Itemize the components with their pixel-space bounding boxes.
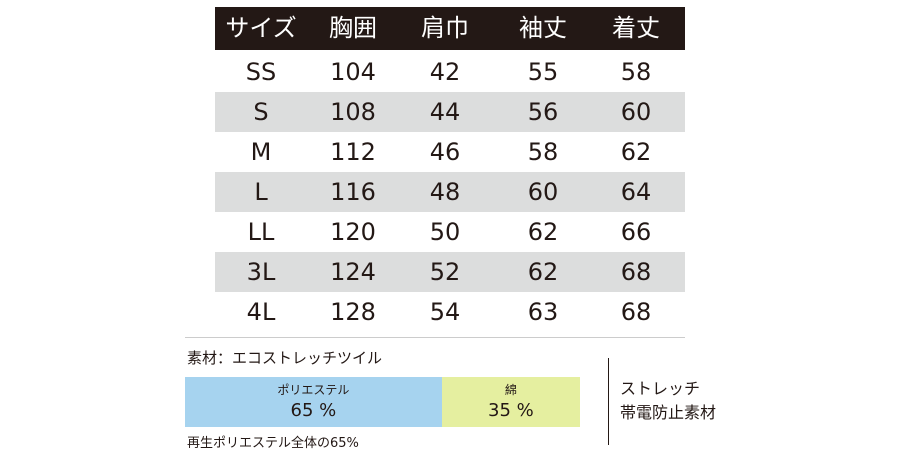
table-cell: 48 (429, 178, 461, 206)
table-cell: 58 (527, 138, 559, 166)
table-cell: 56 (527, 98, 559, 126)
table-cell: 54 (429, 298, 461, 326)
feature: 帯電防止素材 (620, 403, 717, 422)
material-percent: 35 % (488, 400, 534, 421)
material-percent: 65 % (290, 400, 337, 421)
table-bottom-line (185, 337, 685, 338)
divider (608, 358, 609, 445)
table-row: LL 120 50 62 66 (215, 212, 685, 252)
header-row: サイズ 胸囲 肩巾 袖丈 着丈 (215, 7, 685, 50)
material-title: 素材：エコストレッチツイル (187, 349, 383, 367)
table-cell: 44 (429, 98, 461, 126)
table-cell: 42 (429, 58, 461, 86)
table-cell: 62 (527, 218, 559, 246)
table-cell: 52 (429, 258, 461, 286)
header-cell: 着丈 (612, 14, 660, 42)
table-row: S 108 44 56 60 (215, 92, 685, 132)
table-cell: 68 (620, 298, 652, 326)
header-cell: 袖丈 (519, 14, 567, 42)
table-cell: 66 (620, 218, 652, 246)
table-row: M 112 46 58 62 (215, 132, 685, 172)
table-cell: 63 (527, 298, 559, 326)
table-cell: 50 (429, 218, 461, 246)
table-cell: 62 (620, 138, 652, 166)
table-row: 3L 124 52 62 68 (215, 252, 685, 292)
table-cell: L (254, 178, 268, 206)
table-cell: 58 (620, 58, 652, 86)
table-cell: LL (247, 218, 275, 246)
table-cell: 128 (330, 298, 376, 326)
table-cell: 64 (620, 178, 652, 206)
table-row: 4L 128 54 63 68 (215, 292, 685, 332)
material-segment: 綿 35 % (441, 377, 580, 427)
feature: ストレッチ (620, 379, 701, 398)
table-cell: 108 (330, 98, 376, 126)
header-cell: 肩巾 (421, 14, 469, 42)
material-segment: ポリエステル 65 % (185, 377, 442, 427)
table-cell: 60 (527, 178, 559, 206)
table-cell: 120 (330, 218, 376, 246)
features: ストレッチ 帯電防止素材 (620, 377, 716, 425)
table-cell: 124 (330, 258, 376, 286)
material-bar: ポリエステル 65 % 綿 35 % (185, 377, 580, 427)
table-cell: 4L (246, 298, 276, 326)
header-cell: サイズ (225, 14, 297, 42)
table-row: L 116 48 60 64 (215, 172, 685, 212)
table-cell: 62 (527, 258, 559, 286)
table-cell: 46 (429, 138, 461, 166)
material-note: 再生ポリエステル全体の65% (187, 436, 359, 451)
table-cell: 104 (330, 58, 376, 86)
header-cell: 胸囲 (329, 14, 377, 42)
material-name: 綿 (504, 383, 517, 397)
table-cell: 68 (620, 258, 652, 286)
material-name: ポリエステル (277, 383, 350, 397)
table-cell: SS (245, 58, 277, 86)
table-row: SS 104 42 55 58 (215, 52, 685, 92)
table-cell: 60 (620, 98, 652, 126)
table-cell: 3L (246, 258, 276, 286)
table-cell: 116 (330, 178, 376, 206)
table-cell: S (253, 98, 269, 126)
table-cell: M (250, 138, 272, 166)
table-cell: 112 (330, 138, 376, 166)
table-cell: 55 (527, 58, 559, 86)
